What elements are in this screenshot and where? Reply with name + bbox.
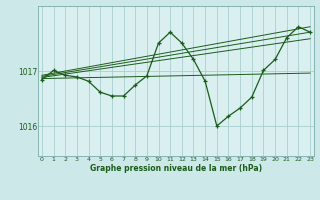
- X-axis label: Graphe pression niveau de la mer (hPa): Graphe pression niveau de la mer (hPa): [90, 164, 262, 173]
